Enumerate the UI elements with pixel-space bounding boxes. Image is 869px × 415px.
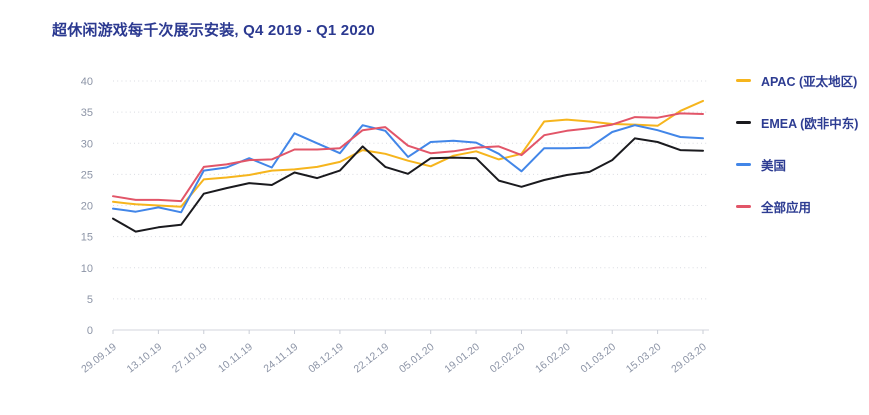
x-axis-tick-label: 16.02.20	[533, 341, 573, 376]
y-axis-tick-label: 10	[81, 263, 93, 275]
x-axis-tick-label: 22.12.19	[352, 341, 392, 376]
y-axis-tick-label: 0	[87, 325, 93, 337]
x-axis-tick-label: 29.03.20	[669, 341, 709, 376]
y-axis-tick-label: 15	[81, 232, 93, 244]
x-axis-tick-label: 24.11.19	[261, 341, 300, 375]
chart-legend: APAC (亚太地区) EMEA (欧非中东) 美国 全部应用	[736, 72, 858, 215]
y-axis-tick-label: 40	[81, 76, 93, 88]
legend-item-usa[interactable]: 美国	[736, 156, 858, 173]
x-axis-tick-label: 27.10.19	[170, 341, 210, 376]
x-axis-tick-label: 19.01.20	[442, 341, 482, 376]
series-line-emea	[112, 137, 704, 233]
x-axis-tick-label: 15.03.20	[624, 341, 664, 376]
legend-label-usa: 美国	[761, 159, 787, 173]
y-axis-tick-label: 30	[81, 138, 93, 150]
series-line-all	[112, 112, 704, 203]
legend-item-emea[interactable]: EMEA (欧非中东)	[736, 114, 858, 131]
legend-label-apac: APAC (亚太地区)	[761, 75, 858, 89]
x-axis-tick-label: 08.12.19	[306, 341, 346, 376]
emea-series-swatch-icon	[736, 121, 751, 124]
legend-label-all-apps: 全部应用	[761, 201, 812, 215]
x-axis-tick-label: 10.11.19	[216, 341, 255, 375]
y-axis-tick-label: 25	[81, 169, 93, 181]
legend-item-apac[interactable]: APAC (亚太地区)	[736, 72, 858, 89]
x-axis-tick-label: 29.09.19	[79, 341, 119, 376]
y-axis-tick-label: 20	[81, 201, 93, 213]
y-axis-tick-label: 35	[81, 107, 93, 119]
apac-series-swatch-icon	[736, 79, 751, 82]
x-axis-tick-label: 01.03.20	[578, 341, 618, 376]
chart-title: 超休闲游戏每千次展示安装, Q4 2019 - Q1 2020	[52, 22, 375, 39]
usa-series-swatch-icon	[736, 163, 751, 166]
all-apps-series-swatch-icon	[736, 205, 751, 208]
y-axis-tick-label: 5	[87, 294, 93, 306]
x-axis-tick-label: 02.02.20	[488, 341, 528, 376]
legend-item-all-apps[interactable]: 全部应用	[736, 198, 858, 215]
legend-label-emea: EMEA (欧非中东)	[761, 117, 859, 131]
series-line-usa	[112, 124, 704, 214]
series-line-apac	[112, 99, 704, 208]
x-axis-tick-label: 05.01.20	[397, 341, 437, 376]
x-axis-tick-label: 13.10.19	[125, 341, 165, 376]
